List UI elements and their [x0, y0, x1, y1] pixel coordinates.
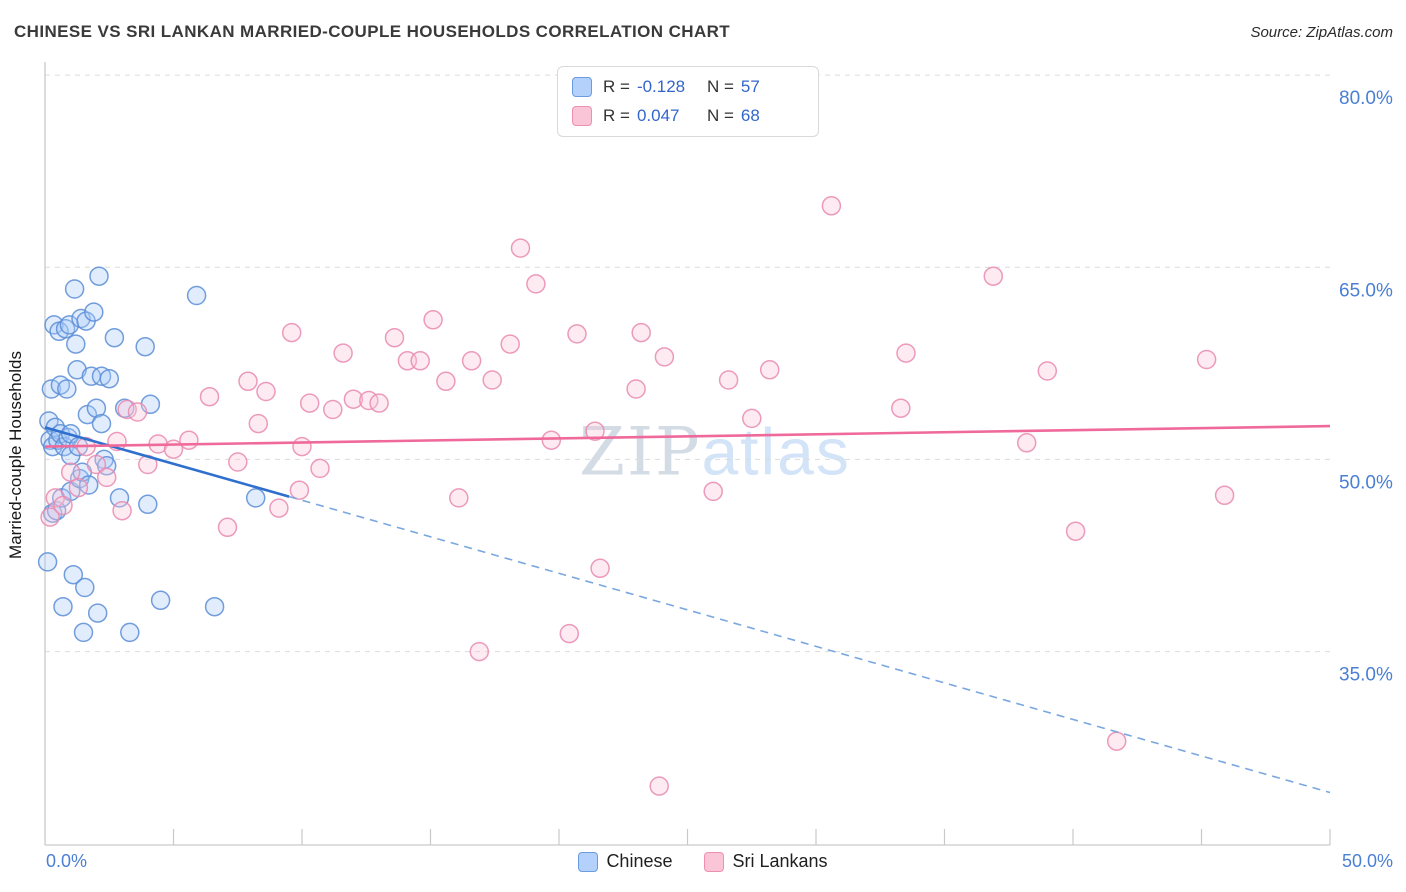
page-title: CHINESE VS SRI LANKAN MARRIED-COUPLE HOU…	[14, 22, 731, 41]
n-label: N =	[706, 106, 734, 125]
legend-row-chinese: R = -0.128 N = 57	[572, 77, 804, 97]
sri-lankans-swatch-icon	[572, 106, 592, 126]
x-axis-min-label: 0.0%	[46, 851, 88, 871]
source-attribution: Source: ZipAtlas.com	[1250, 24, 1393, 41]
r-value-sri-lankans: 0.047	[636, 106, 680, 125]
legend-label-sri-lankans: Sri Lankans	[732, 851, 828, 871]
svg-text:35.0%: 35.0%	[1339, 665, 1393, 686]
svg-text:50.0%: 50.0%	[1339, 472, 1393, 493]
n-label: N =	[706, 77, 734, 96]
legend-row-sri-lankans: R = 0.047 N = 68	[572, 106, 804, 126]
legend-item-sri-lankans: Sri Lankans	[704, 851, 828, 872]
r-label: R =	[603, 77, 630, 96]
series-legend: Chinese Sri Lankans	[0, 851, 1406, 872]
correlation-legend-box: R = -0.128 N = 57 R = 0.047 N = 68	[557, 66, 819, 137]
n-value-sri-lankans: 68	[740, 106, 760, 125]
r-value-chinese: -0.128	[636, 77, 686, 96]
chinese-swatch-icon	[578, 851, 599, 872]
r-label: R =	[603, 106, 630, 125]
legend-item-chinese: Chinese	[578, 851, 672, 872]
sri-lankans-swatch-icon	[704, 851, 725, 872]
n-value-chinese: 57	[740, 77, 760, 96]
svg-text:80.0%: 80.0%	[1339, 88, 1393, 109]
legend-label-chinese: Chinese	[606, 851, 673, 871]
y-axis-label: Married-couple Households	[6, 351, 25, 559]
svg-text:65.0%: 65.0%	[1339, 280, 1393, 301]
chinese-swatch-icon	[572, 77, 592, 97]
x-axis-max-label: 50.0%	[1341, 851, 1393, 871]
